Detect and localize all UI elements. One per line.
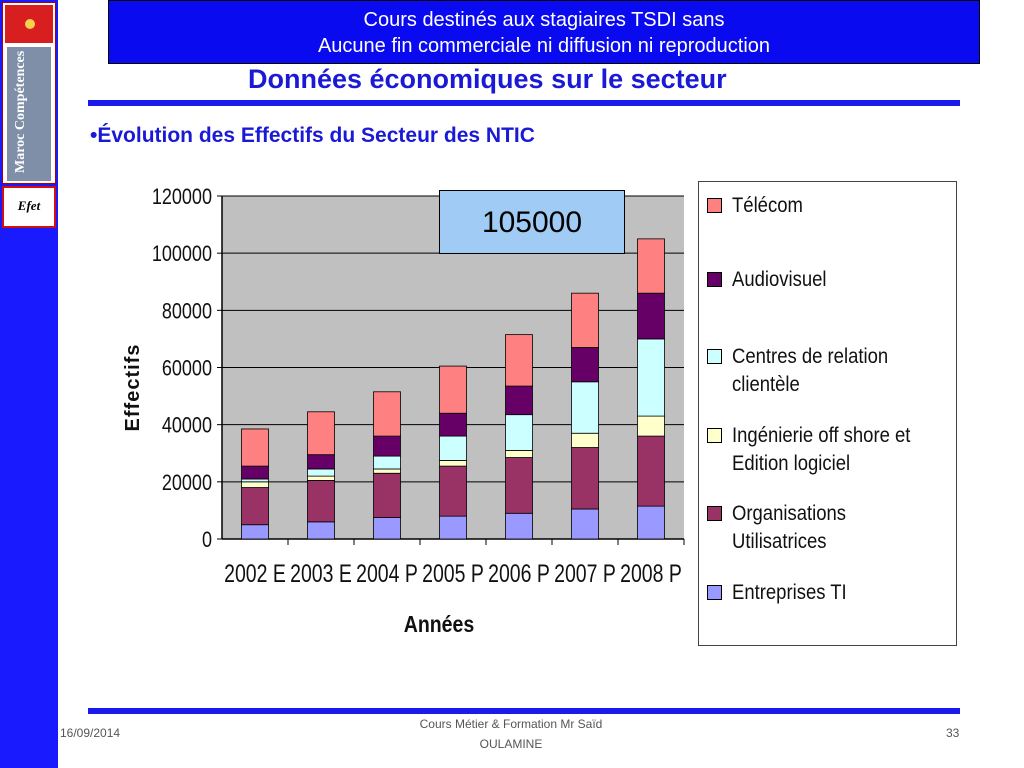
legend-label: Ingénierie off shore et Edition logiciel (732, 424, 911, 475)
footer-course-line-1: Cours Métier & Formation Mr Saïd (419, 717, 603, 731)
bar-segment (571, 508, 599, 540)
bar-segment (307, 480, 335, 523)
y-tick-label: 20000 (162, 471, 212, 495)
bar-segment (241, 478, 269, 483)
bar-segment (439, 465, 467, 517)
bar-segment (439, 459, 467, 467)
y-tick-label: 60000 (162, 357, 212, 381)
logo-vertical-band (7, 47, 51, 181)
x-tick-label: 2007 P (554, 560, 616, 588)
y-tick-label: 100000 (152, 243, 212, 267)
y-tick-label: 120000 (152, 185, 212, 209)
bar-segment (505, 414, 533, 451)
page-subtitle: •Évolution des Effectifs du Secteur des … (90, 124, 535, 147)
bar-segment (373, 391, 401, 437)
bar-segment (307, 475, 335, 481)
bar-segment (439, 412, 467, 437)
legend-label: Entreprises TI (732, 581, 847, 604)
bar-segment (637, 415, 665, 437)
bar-segment (241, 465, 269, 480)
bar-segment (241, 524, 269, 540)
bar-segment (505, 457, 533, 514)
title-divider (88, 100, 960, 106)
x-tick-label: 2002 E (224, 560, 286, 588)
bar-segment (637, 338, 665, 417)
y-tick-label: 0 (202, 528, 212, 552)
disclaimer-banner: Cours destinés aux stagiaires TSDI sans … (108, 0, 980, 64)
bar-segment (439, 515, 467, 540)
bar-segment (637, 505, 665, 540)
page-title: Données économiques sur le secteur (248, 64, 727, 94)
banner-line-1: Cours destinés aux stagiaires TSDI sans (363, 9, 725, 31)
y-tick-label: 40000 (162, 414, 212, 438)
bar-segment (373, 517, 401, 540)
legend-item: Ingénierie off shore et Edition logiciel (707, 422, 957, 478)
bar-segment (637, 292, 665, 340)
y-axis-title: Effectifs (122, 344, 144, 432)
bar-segment (571, 432, 599, 448)
legend-label: Télécom (732, 194, 803, 217)
footer-page-number: 33 (946, 726, 960, 740)
emblem-icon (25, 19, 35, 29)
legend-item: Organisations Utilisatrices (707, 500, 957, 556)
logo-header (5, 5, 53, 43)
legend-swatch (707, 428, 722, 443)
bar-segment (505, 385, 533, 416)
legend-label: Centres de relation clientèle (732, 345, 889, 396)
bar-segment (307, 411, 335, 456)
bar-segment (637, 435, 665, 507)
footer-divider (88, 708, 960, 714)
x-axis-title: Années (404, 612, 475, 638)
bar-segment (571, 347, 599, 383)
bar-segment (439, 435, 467, 461)
bar-segment (307, 454, 335, 470)
bar-segment (571, 381, 599, 434)
maroc-competences-logo: Maroc Compétences (2, 2, 56, 184)
bar-segment (373, 472, 401, 518)
legend-item: Audiovisuel (707, 266, 957, 294)
legend-item: Centres de relation clientèle (707, 343, 957, 399)
legend-swatch (707, 506, 722, 521)
bar-segment (571, 292, 599, 348)
x-tick-label: 2005 P (422, 560, 484, 588)
bar-segment (307, 521, 335, 540)
x-tick-label: 2006 P (488, 560, 550, 588)
y-tick-label: 80000 (162, 300, 212, 324)
legend-swatch (707, 585, 722, 600)
bar-segment (241, 428, 269, 467)
legend-label: Audiovisuel (732, 268, 827, 291)
bar-segment (505, 334, 533, 387)
footer-course-line-2: OULAMINE (479, 737, 543, 751)
legend-swatch (707, 349, 722, 364)
bar-segment (505, 512, 533, 540)
footer-date: 16/09/2014 (60, 726, 121, 740)
banner-line-2: Aucune fin commerciale ni diffusion ni r… (317, 35, 771, 57)
logo-vertical-text: Maroc Compétences (13, 50, 28, 173)
bar-segment (241, 481, 269, 488)
x-tick-label: 2004 P (356, 560, 418, 588)
efet-logo: Efet (2, 186, 56, 228)
bar-segment (307, 468, 335, 477)
legend-item: Télécom (707, 192, 957, 220)
bar-segment (439, 365, 467, 414)
bar-segment (373, 468, 401, 474)
footer-course-info: Cours Métier & Formation Mr Saïd OULAMIN… (380, 714, 642, 754)
legend-label: Organisations Utilisatrices (732, 502, 847, 553)
legend-swatch (707, 198, 722, 213)
x-tick-label: 2003 E (290, 560, 352, 588)
legend-item: Entreprises TI (707, 579, 957, 607)
legend-swatch (707, 272, 722, 287)
efet-logo-text: Efet (17, 198, 41, 213)
chart-legend: Télécom Audiovisuel Centres de relation cl… (698, 181, 957, 646)
left-sidebar: Maroc Compétences Efet (0, 0, 58, 768)
bar-segment (505, 449, 533, 458)
x-tick-label: 2008 P (620, 560, 682, 588)
bar-segment (571, 447, 599, 510)
bar-segment (241, 487, 269, 526)
bar-segment (373, 455, 401, 470)
total-callout-box: 105000 (439, 190, 625, 254)
bar-segment (373, 435, 401, 457)
bar-segment (637, 238, 665, 294)
